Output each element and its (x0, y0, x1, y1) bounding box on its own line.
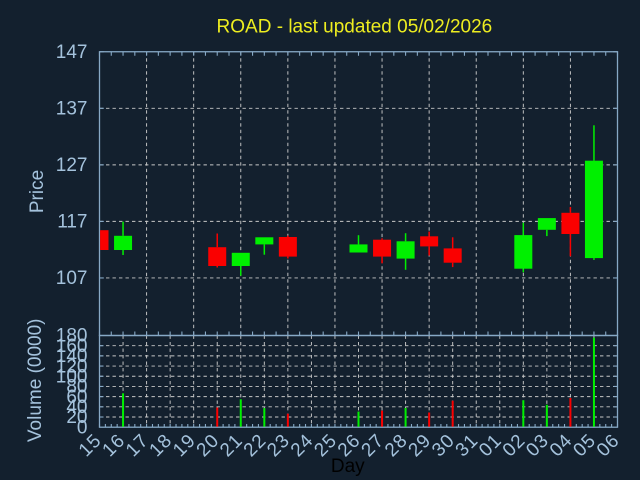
svg-text:60: 60 (66, 387, 87, 408)
svg-text:107: 107 (56, 268, 88, 289)
svg-text:80: 80 (66, 377, 87, 398)
svg-text:100: 100 (56, 367, 88, 388)
svg-text:127: 127 (56, 155, 88, 176)
svg-text:ROAD - last updated 05/02/2026: ROAD - last updated 05/02/2026 (217, 16, 493, 37)
svg-text:Price: Price (27, 170, 48, 213)
svg-text:160: 160 (56, 336, 88, 357)
svg-text:180: 180 (56, 326, 88, 347)
svg-text:137: 137 (56, 99, 88, 120)
svg-text:117: 117 (57, 212, 87, 233)
svg-text:140: 140 (56, 346, 88, 367)
svg-text:20: 20 (66, 407, 87, 428)
svg-text:0: 0 (77, 417, 88, 438)
svg-text:40: 40 (66, 397, 87, 418)
svg-text:Volume (0000): Volume (0000) (25, 319, 46, 443)
svg-text:120: 120 (56, 356, 88, 377)
svg-text:147: 147 (56, 42, 88, 63)
svg-text:Day: Day (331, 456, 365, 477)
